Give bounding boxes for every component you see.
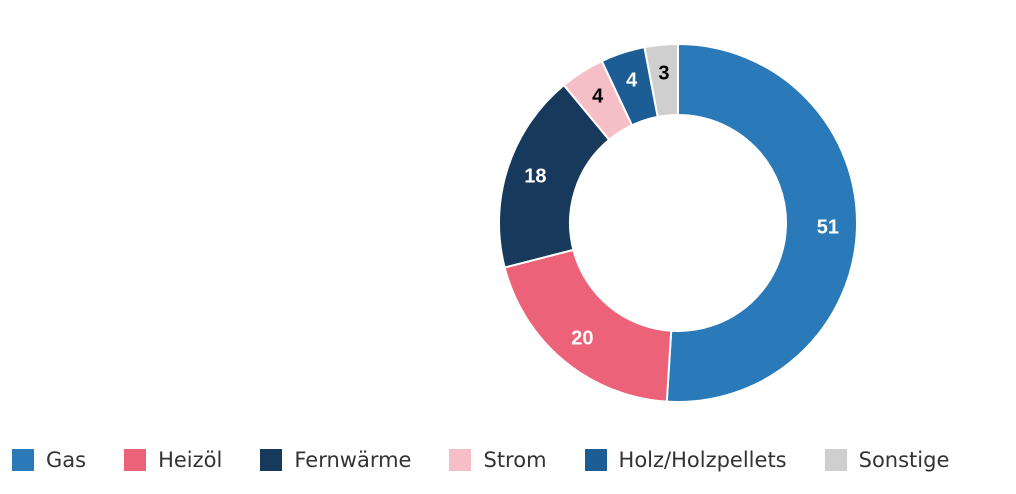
legend-swatch: [824, 449, 847, 471]
slice-sonstige: [643, 42, 679, 119]
legend-item[interactable]: Gas: [12, 448, 86, 472]
legend-swatch: [584, 449, 607, 471]
legend-item[interactable]: Heizöl: [124, 448, 222, 472]
legend-label: Gas: [46, 448, 87, 472]
data-label: 4: [592, 85, 604, 107]
legend-item[interactable]: Strom: [449, 448, 547, 472]
legend-label: Strom: [483, 448, 547, 472]
legend-item[interactable]: Holz/Holzpellets: [584, 448, 787, 472]
legend-swatch: [12, 449, 34, 471]
legend-label: Holz/Holzpellets: [618, 448, 787, 472]
legend-swatch: [124, 449, 147, 471]
legend-label: Sonstige: [858, 448, 950, 472]
slice-heizöl: [503, 248, 673, 403]
data-label: 18: [524, 166, 546, 188]
legend: Gas Heizöl Fernwärme Strom Holz/Holzpellets S…: [12, 444, 949, 476]
legend-item[interactable]: Fernwärme: [260, 448, 411, 472]
legend-swatch: [449, 449, 472, 471]
data-label: 20: [571, 328, 593, 350]
data-label: 4: [626, 69, 638, 91]
data-label: 51: [817, 217, 839, 239]
legend-item[interactable]: Sonstige: [824, 448, 950, 472]
slice-gas: [665, 42, 858, 403]
legend-swatch: [260, 449, 283, 471]
data-label: 3: [658, 63, 669, 85]
legend-label: Heizöl: [158, 448, 223, 472]
legend-label: Fernwärme: [294, 448, 412, 472]
